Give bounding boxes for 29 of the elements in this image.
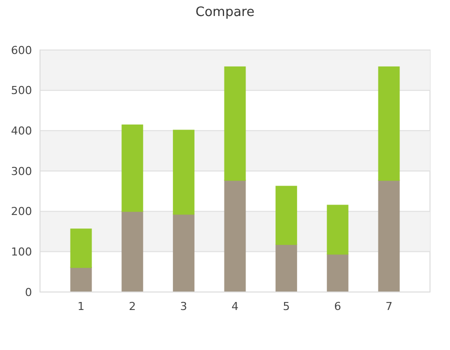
x-tick-label: 2 [128,300,136,313]
bar [326,254,348,292]
bar [378,66,400,181]
x-tick-label: 5 [282,300,290,313]
y-tick-label: 100 [11,246,32,259]
bar [172,214,194,292]
bar [122,124,144,212]
bar [70,228,92,268]
x-tick-label: 6 [334,300,342,313]
y-tick-label: 200 [11,205,32,218]
y-tick-label: 0 [25,286,32,299]
y-tick-label: 600 [11,44,32,57]
bar [224,66,246,181]
y-tick-label: 500 [11,84,32,98]
chart-title: Compare [196,5,254,20]
y-tick-label: 300 [11,164,32,178]
x-tick-label: 1 [78,300,85,313]
bar [122,210,144,292]
x-tick-label: 4 [232,300,238,313]
bar [70,266,92,292]
bar [224,180,246,292]
y-tick-label: 400 [11,124,32,138]
bar [378,180,400,292]
bar [326,204,348,255]
bar [172,130,194,215]
bar [276,244,298,292]
bar [276,186,298,245]
x-tick-label: 7 [385,300,392,313]
x-tick-label: 3 [180,300,188,313]
